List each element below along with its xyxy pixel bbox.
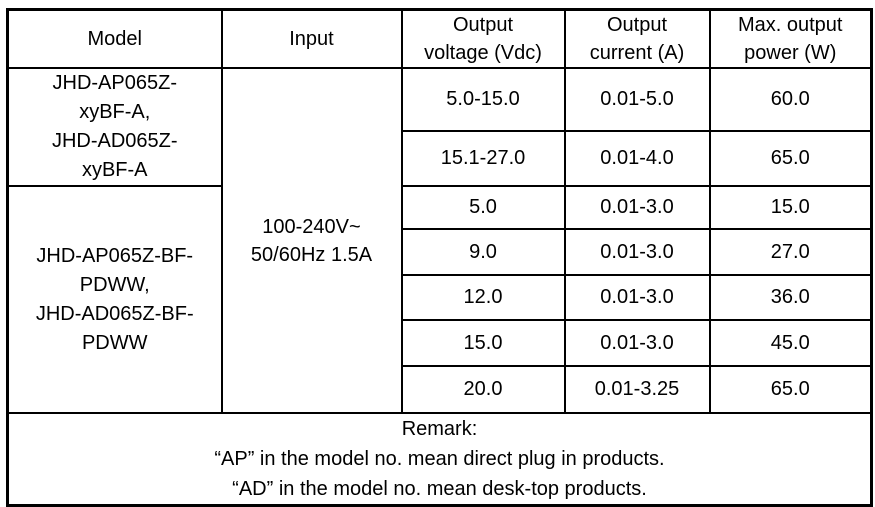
voltage-cell: 20.0 [400,365,566,414]
power-cell: 15.0 [708,185,873,230]
spec-table: Model Input Output voltage (Vdc) Output … [6,8,873,507]
table-row: 20.0 0.01-3.25 65.0 [8,365,873,414]
input-cell: 100-240V~ 50/60Hz 1.5A [220,67,403,414]
header-row: Model Input Output voltage (Vdc) Output … [6,8,873,69]
power-cell: 27.0 [708,228,873,276]
remark-cell: Remark: “AP” in the model no. mean direc… [6,412,873,507]
table-row: JHD-AP065Z- xyBF-A, JHD-AD065Z- xyBF-A 1… [6,66,873,414]
current-cell: 0.01-3.0 [563,185,711,230]
voltage-cell: 5.0 [400,185,566,230]
remark-row: Remark: “AP” in the model no. mean direc… [6,412,873,507]
model-group-2-cell: JHD-AP065Z-BF- PDWW, JHD-AD065Z-BF- PDWW [6,185,223,414]
current-cell: 0.01-3.0 [563,319,711,367]
header-model: Model [6,8,223,69]
header-input: Input [220,8,403,69]
voltage-cell: 9.0 [400,228,566,276]
header-max-output-power: Max. output power (W) [708,8,873,69]
table-row: JHD-AP065Z-BF- PDWW, JHD-AD065Z-BF- PDWW… [6,185,873,414]
header-output-voltage: Output voltage (Vdc) [400,8,566,69]
table-row: 15.0 0.01-3.0 45.0 [8,319,873,367]
power-cell: 60.0 [708,66,873,133]
power-cell: 45.0 [708,319,873,367]
power-cell: 65.0 [708,365,873,414]
power-cell: 65.0 [708,130,873,187]
current-cell: 0.01-3.25 [563,365,711,414]
current-cell: 0.01-5.0 [563,66,711,133]
current-cell: 0.01-3.0 [563,228,711,276]
voltage-cell: 15.1-27.0 [400,130,566,187]
voltage-cell: 15.0 [400,319,566,367]
voltage-cell: 5.0-15.0 [400,66,566,133]
remark-title: Remark: [401,418,478,440]
current-cell: 0.01-4.0 [563,130,711,187]
table-row: 9.0 0.01-3.0 27.0 [8,228,873,276]
voltage-cell: 12.0 [400,274,566,321]
power-cell: 36.0 [708,274,873,321]
remark-line-ad: “AD” in the model no. mean desk-top prod… [232,478,647,500]
model-group-1-cell: JHD-AP065Z- xyBF-A, JHD-AD065Z- xyBF-A [6,67,223,187]
table-row: 15.1-27.0 0.01-4.0 65.0 [8,130,873,187]
current-cell: 0.01-3.0 [563,274,711,321]
table-row: 12.0 0.01-3.0 36.0 [8,274,873,321]
remark-line-ap: “AP” in the model no. mean direct plug i… [214,448,665,470]
header-output-current: Output current (A) [563,8,711,69]
